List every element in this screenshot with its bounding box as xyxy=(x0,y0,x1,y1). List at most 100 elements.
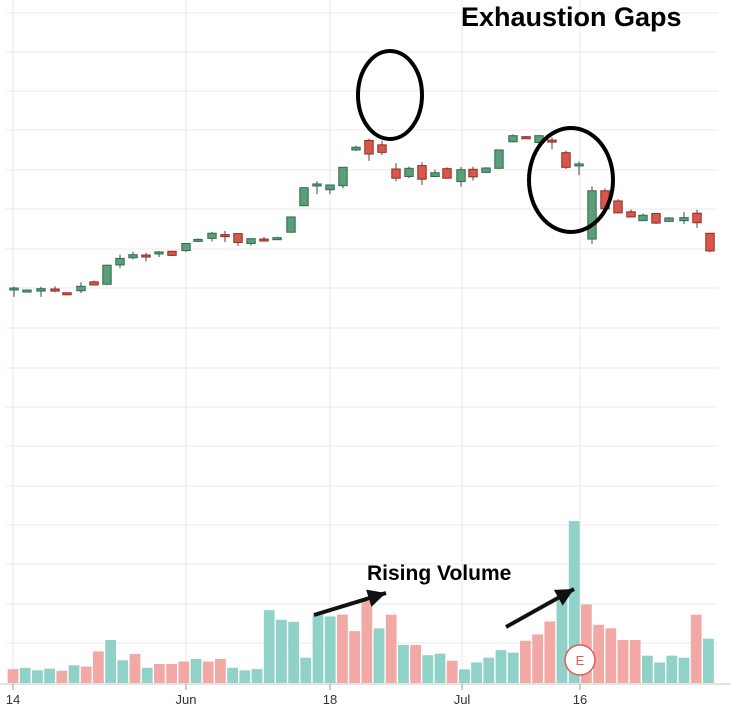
candle-body-30 xyxy=(404,167,414,177)
volume-bar-52 xyxy=(642,655,653,683)
candle-body-37 xyxy=(494,149,504,169)
volume-bar-11 xyxy=(141,667,153,683)
volume-bar-3 xyxy=(44,668,55,683)
candle-body-27 xyxy=(364,139,374,155)
volume-bar-1 xyxy=(19,667,31,683)
volume-bar-37 xyxy=(459,669,470,683)
candle-body-26 xyxy=(351,146,361,151)
x-tick-label-0: 14 xyxy=(6,692,20,707)
candle-body-28 xyxy=(377,144,387,153)
candle-body-6 xyxy=(89,281,99,286)
candle-body-10 xyxy=(141,254,151,258)
chart-title: Exhaustion Gaps xyxy=(461,2,682,32)
candle-body-41 xyxy=(547,139,557,143)
price-candles xyxy=(9,134,715,297)
candle-body-33 xyxy=(442,168,452,179)
candle-body-49 xyxy=(651,213,661,224)
candle-body-48 xyxy=(638,214,648,222)
candle-body-15 xyxy=(207,232,217,239)
candle-body-11 xyxy=(154,251,164,255)
candle-body-47 xyxy=(626,211,636,218)
candle-body-23 xyxy=(312,183,322,187)
candle-body-20 xyxy=(272,237,282,241)
candle-body-42 xyxy=(561,152,571,168)
candle-body-18 xyxy=(246,238,256,244)
volume-bar-54 xyxy=(666,655,678,683)
volume-bar-28 xyxy=(349,631,360,683)
volume-bar-45 xyxy=(556,597,568,683)
arrow-left-head xyxy=(366,589,386,607)
candle-body-24 xyxy=(325,184,335,191)
candle-body-31 xyxy=(417,165,427,180)
volume-bar-14 xyxy=(178,661,190,683)
volume-bar-23 xyxy=(288,621,299,683)
volume-bar-33 xyxy=(410,645,421,683)
candle-body-51 xyxy=(679,217,689,222)
volume-bar-13 xyxy=(166,664,177,683)
candle-body-3 xyxy=(50,288,60,292)
candle-body-7 xyxy=(102,264,112,285)
volume-bar-36 xyxy=(446,660,458,683)
volume-bar-20 xyxy=(251,669,263,683)
annotation-rising-volume: Rising Volume xyxy=(367,562,511,585)
candle-body-43 xyxy=(574,163,584,167)
candle-body-17 xyxy=(233,233,243,243)
candle-body-12 xyxy=(167,250,177,256)
volume-bar-30 xyxy=(373,628,385,683)
candle-body-52 xyxy=(692,212,702,224)
volume-bar-31 xyxy=(385,614,397,683)
candle-body-46 xyxy=(613,200,623,214)
candle-body-39 xyxy=(521,136,531,140)
candle-body-32 xyxy=(430,172,440,177)
volume-bar-39 xyxy=(483,657,495,683)
candle-body-1 xyxy=(22,289,32,293)
volume-bar-4 xyxy=(56,670,68,683)
volume-bar-9 xyxy=(117,660,129,683)
volume-bar-18 xyxy=(227,667,238,683)
candle-body-2 xyxy=(36,288,46,292)
volume-bar-12 xyxy=(154,664,165,683)
candle-body-0 xyxy=(9,287,19,291)
candle-body-9 xyxy=(128,254,138,259)
volume-bar-42 xyxy=(520,640,531,683)
volume-bar-26 xyxy=(324,616,336,683)
volume-bar-55 xyxy=(678,657,690,683)
volume-bar-38 xyxy=(471,662,482,683)
volume-bar-27 xyxy=(337,614,348,683)
earnings-marker: E xyxy=(576,653,585,668)
volume-bar-50 xyxy=(617,639,629,683)
volume-bar-15 xyxy=(190,658,202,683)
volume-bar-46 xyxy=(568,521,580,683)
volume-bar-40 xyxy=(495,650,507,683)
volume-bar-16 xyxy=(202,661,214,683)
volume-bar-34 xyxy=(422,655,434,683)
gap-circle-left xyxy=(356,49,424,141)
candle-body-36 xyxy=(481,167,491,173)
arrow-right-head xyxy=(553,589,574,606)
volume-bar-29 xyxy=(361,601,373,683)
volume-bar-0 xyxy=(7,669,19,683)
candle-body-34 xyxy=(456,169,466,183)
volume-bar-56 xyxy=(690,614,702,683)
volume-bar-8 xyxy=(105,639,116,683)
volume-bar-5 xyxy=(68,665,80,683)
candle-body-29 xyxy=(391,168,401,179)
x-tick-label-4: 16 xyxy=(573,692,587,707)
volume-bars xyxy=(7,521,714,683)
candle-body-53 xyxy=(705,232,715,252)
earnings-badge[interactable]: E xyxy=(564,644,596,676)
grid xyxy=(6,0,718,683)
candle-body-14 xyxy=(193,238,203,242)
candle-body-8 xyxy=(115,257,125,266)
candle-body-44 xyxy=(587,190,597,240)
candle-body-21 xyxy=(286,216,296,233)
candle-body-5 xyxy=(76,285,86,292)
volume-bar-17 xyxy=(215,658,226,683)
candle-body-25 xyxy=(338,166,348,187)
candle-body-19 xyxy=(259,238,269,242)
x-axis: 14 Jun 18 Jul 16 xyxy=(0,683,731,707)
candle-body-22 xyxy=(299,187,309,207)
volume-bar-53 xyxy=(654,662,665,683)
volume-bar-32 xyxy=(398,645,409,683)
